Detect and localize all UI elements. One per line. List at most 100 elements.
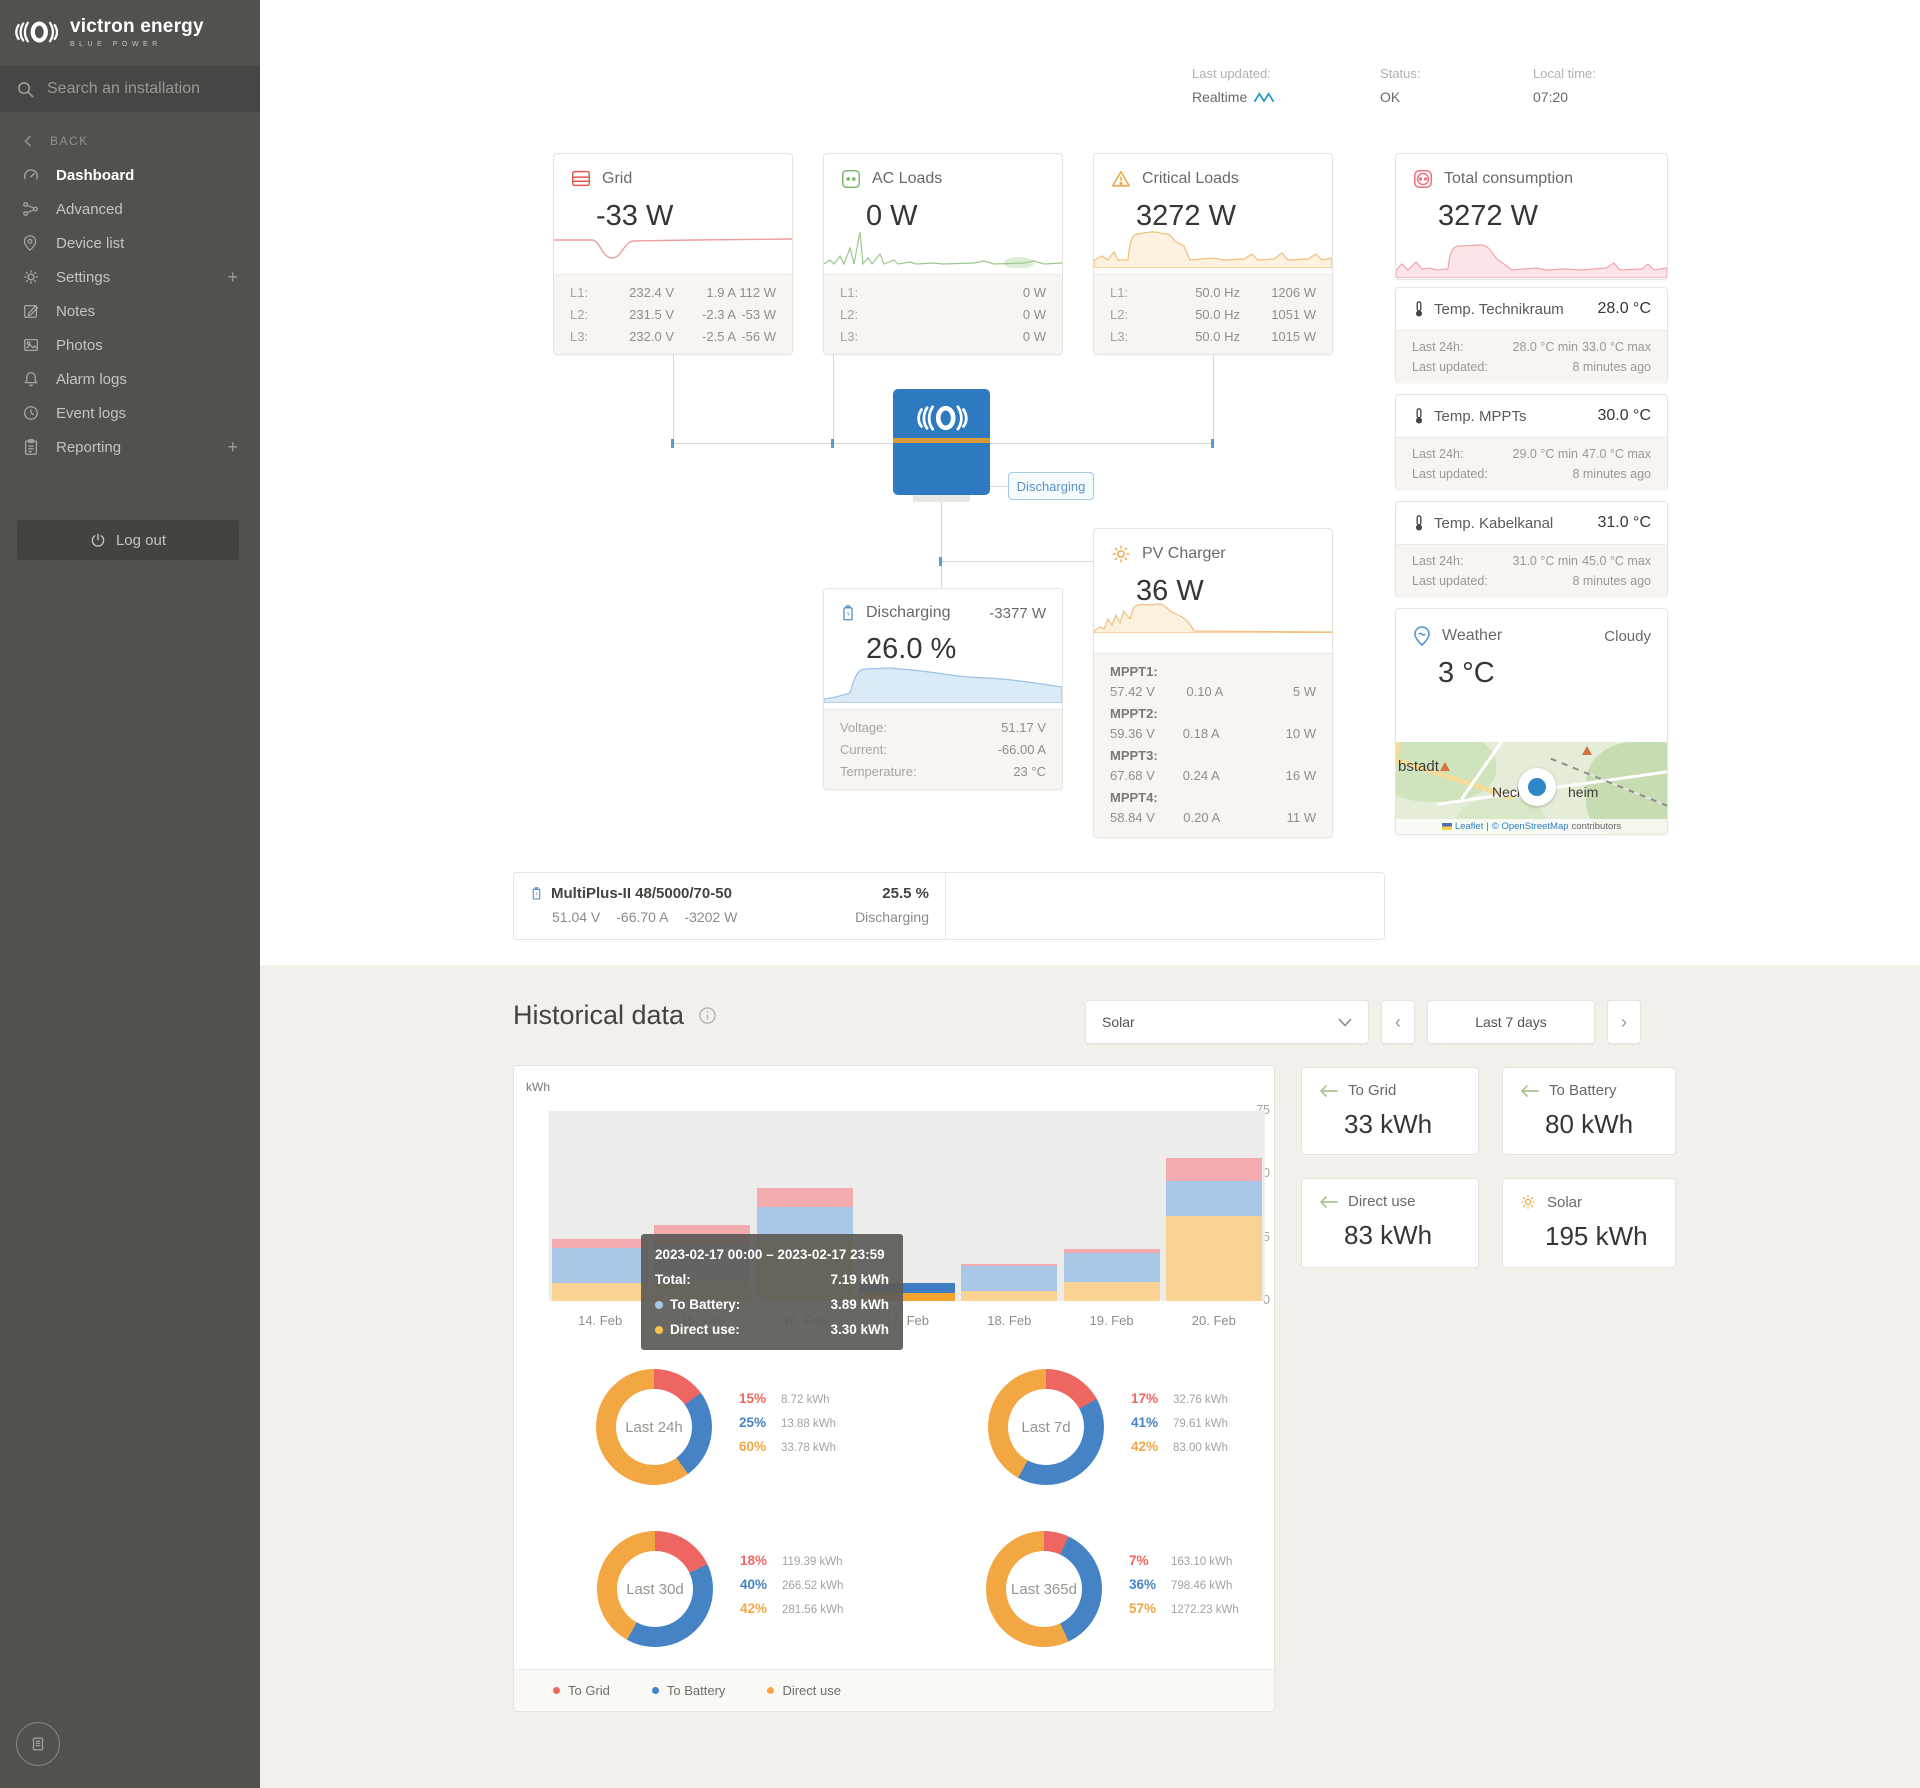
sidebar-item-photos[interactable]: Photos — [0, 328, 260, 362]
x-tick-label: 18. Feb — [987, 1313, 1032, 1328]
total-consumption-sparkline — [1396, 244, 1667, 278]
map-town-label: heim — [1568, 784, 1599, 800]
search-input[interactable] — [47, 80, 237, 98]
donut-legend-row: 25% 13.88 kWh — [739, 1415, 836, 1430]
battery-icon — [530, 885, 543, 902]
temp-details: Last 24h: 29.0 °C min 47.0 °C max Last upd… — [1396, 437, 1667, 490]
bar-segment — [858, 1292, 955, 1301]
x-tick-label: 14. Feb — [578, 1313, 623, 1328]
critical-loads-power-value: 3272 W — [1136, 200, 1236, 232]
notes-icon — [22, 301, 40, 321]
summary-to-grid: To Grid 33 kWh — [1301, 1067, 1479, 1155]
logout-button[interactable]: Log out — [17, 520, 239, 560]
battery-icon — [840, 603, 856, 623]
donut-legend-row: 15% 8.72 kWh — [739, 1391, 830, 1406]
temp-value: 30.0 °C — [1597, 407, 1651, 424]
y-axis-unit: kWh — [526, 1080, 550, 1094]
clock-icon — [22, 403, 40, 423]
osm-link[interactable]: © OpenStreetMap — [1491, 821, 1569, 832]
advanced-nodes-icon — [22, 199, 40, 219]
ac-loads-phase-table: L1: 0 W L2: 0 W L3: 0 W — [824, 274, 1062, 354]
sidebar-back[interactable]: BACK — [0, 128, 260, 158]
sidebar-item-advanced[interactable]: Advanced — [0, 192, 260, 226]
photo-icon — [22, 335, 40, 355]
bar-segment — [961, 1265, 1058, 1291]
sun-icon — [1110, 543, 1132, 565]
info-icon[interactable] — [698, 1006, 717, 1025]
pv-sparkline — [1094, 603, 1332, 633]
grid-card: Grid -33 W L1: 232.4 V 1.9 A 112 W L2: 231.5… — [553, 153, 793, 355]
arrow-left-icon — [1519, 1084, 1539, 1097]
settings-expand-icon[interactable]: + — [227, 266, 238, 287]
consumption-socket-icon — [1412, 168, 1434, 190]
battery-power: -3377 W — [989, 604, 1046, 622]
chart-legend: To Grid To Battery Direct use — [514, 1669, 1274, 1711]
range-label-button[interactable]: Last 7 days — [1427, 1000, 1595, 1044]
bar-segment — [1063, 1249, 1160, 1253]
thermometer-icon — [1412, 300, 1426, 318]
donut-block-3: Last 365d 7% 163.10 kWh 36% 798.46 kWh 57% 127… — [986, 1531, 1356, 1649]
bar-14feb[interactable] — [549, 1111, 651, 1301]
donut-block-1: Last 7d 17% 32.76 kWh 41% 79.61 kWh 42% 83.00 … — [988, 1369, 1358, 1487]
ukraine-flag-icon — [1441, 823, 1452, 830]
sidebar-item-reporting[interactable]: Reporting + — [0, 430, 260, 464]
sidebar-item-settings[interactable]: Settings + — [0, 260, 260, 294]
installation-search[interactable] — [0, 66, 260, 112]
summary-value: 80 kWh — [1545, 1109, 1634, 1139]
total-consumption-card: Total consumption 3272 W — [1395, 153, 1668, 280]
campsite-marker — [1440, 762, 1450, 771]
direct-use-dot — [655, 1325, 663, 1334]
leaflet-link[interactable]: Leaflet — [1454, 821, 1484, 832]
critical-loads-card: Critical Loads 3272 W L1: 50.0 Hz 1206 W L… — [1093, 153, 1333, 355]
total-consumption-value: 3272 W — [1438, 200, 1538, 232]
sidebar-item-device-list[interactable]: Device list — [0, 226, 260, 260]
bar-segment — [1063, 1252, 1160, 1282]
sidebar-item-event-logs[interactable]: Event logs — [0, 396, 260, 430]
bar-17feb[interactable] — [856, 1111, 958, 1301]
grid-icon — [570, 168, 592, 190]
range-prev-button[interactable]: ‹ — [1381, 1000, 1415, 1044]
donut-legend-row: 41% 79.61 kWh — [1131, 1415, 1228, 1430]
bar-20feb[interactable] — [1163, 1111, 1265, 1301]
x-tick-label: 20. Feb — [1191, 1313, 1236, 1328]
location-map[interactable]: bstadt Neckarbi heim Leaflet | © OpenStr… — [1396, 742, 1667, 834]
report-shortcut-button[interactable] — [16, 1722, 60, 1766]
temp-mppts-card: Temp. MPPTs 30.0 °C Last 24h: 29.0 °C min… — [1395, 394, 1668, 490]
donut-legend-row: 42% 83.00 kWh — [1131, 1439, 1228, 1454]
battery-soc: 26.0 % — [866, 633, 957, 665]
reporting-expand-icon[interactable]: + — [227, 436, 238, 457]
arrow-left-icon — [1318, 1084, 1338, 1097]
summary-to-battery: To Battery 80 kWh — [1502, 1067, 1676, 1155]
bar-19feb[interactable] — [1060, 1111, 1162, 1301]
sidebar-item-dashboard[interactable]: Dashboard — [0, 158, 260, 192]
victron-logo: victron energy BLUE POWER — [0, 0, 260, 58]
bar-segment — [756, 1188, 853, 1208]
clipboard-icon — [22, 437, 40, 457]
bar-plot — [549, 1111, 1265, 1301]
bar-segment — [1165, 1180, 1262, 1217]
bar-segment — [1063, 1282, 1160, 1301]
ac-loads-socket-icon — [840, 168, 862, 190]
back-chevron-icon — [24, 135, 32, 147]
ac-loads-card: AC Loads 0 W L1: 0 W L2: 0 W L3: 0 W — [823, 153, 1063, 355]
device-name: MultiPlus-II 48/5000/70-50 — [551, 885, 732, 902]
pv-power-value: 36 W — [1136, 575, 1204, 607]
sidebar-item-notes[interactable]: Notes — [0, 294, 260, 328]
ac-loads-power-value: 0 W — [866, 200, 918, 232]
donut-legend-row: 36% 798.46 kWh — [1129, 1577, 1233, 1592]
donut-legend-row: 57% 1272.23 kWh — [1129, 1601, 1239, 1616]
sun-icon — [1519, 1193, 1537, 1211]
sidebar-item-alarm-logs[interactable]: Alarm logs — [0, 362, 260, 396]
logo-subtext: BLUE POWER — [70, 41, 162, 48]
multiplus-device-row[interactable]: MultiPlus-II 48/5000/70-50 25.5 % 51.04 … — [513, 872, 1385, 940]
to-battery-dot — [651, 1687, 659, 1694]
power-icon — [90, 532, 106, 548]
bar-segment — [961, 1290, 1058, 1301]
metric-select[interactable]: Solar — [1085, 1000, 1369, 1044]
local-time-block: Local time: 07:20 — [1533, 66, 1596, 105]
bar-18feb[interactable] — [958, 1111, 1060, 1301]
weather-condition: Cloudy — [1604, 627, 1651, 645]
range-next-button[interactable]: › — [1607, 1000, 1641, 1044]
donut-legend-row: 42% 281.56 kWh — [740, 1601, 844, 1616]
